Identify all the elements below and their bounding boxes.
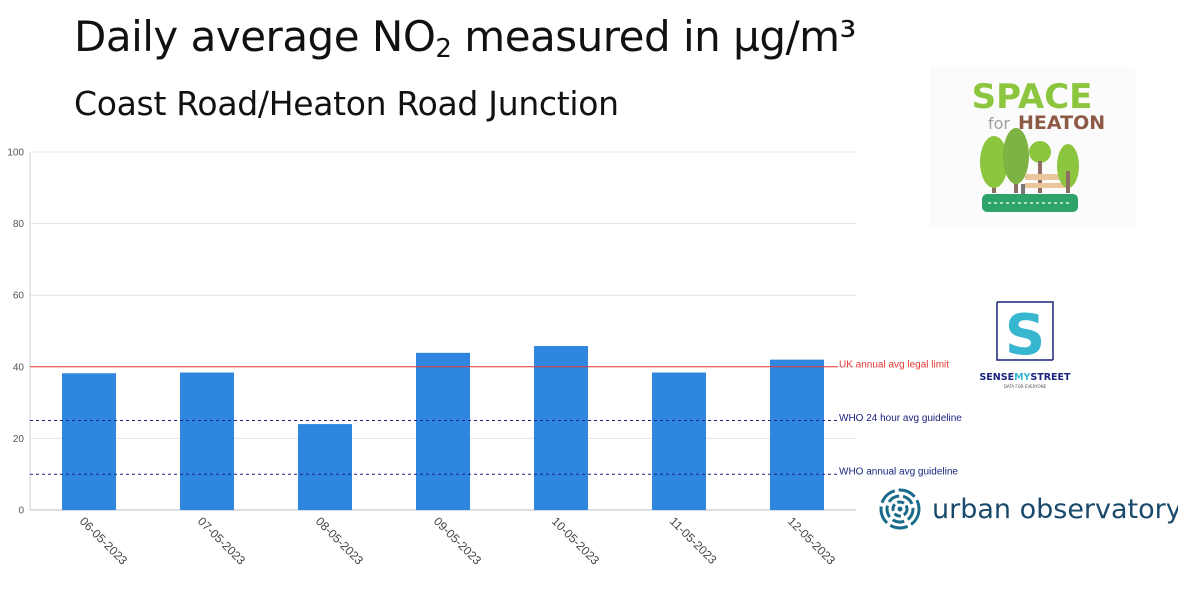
bar	[298, 424, 352, 510]
bar	[652, 372, 706, 510]
logo-urban-observatory-text: urban observatory	[932, 494, 1178, 525]
y-tick-label: 20	[13, 434, 25, 445]
title-text-rest: measured in µg/m³	[451, 12, 856, 61]
logo-street-word: STREET	[1030, 372, 1071, 383]
logo-for-word: for	[988, 114, 1010, 133]
observatory-emblem-icon	[879, 488, 921, 530]
y-tick-label: 0	[18, 506, 24, 517]
urban-observatory-logo: urban observatory	[878, 486, 1182, 536]
logo-space-word: SPACE	[972, 77, 1093, 117]
sense-my-street-logo: S SENSEMYSTREET DATA FOR EVERYONE	[975, 298, 1075, 396]
bar	[416, 352, 470, 510]
y-tick-label: 80	[13, 219, 25, 230]
y-tick-label: 60	[13, 291, 25, 302]
reference-line-label: WHO annual avg guideline	[839, 467, 958, 478]
x-tick-label: 09-05-2023	[431, 514, 485, 568]
y-tick-label: 100	[7, 148, 24, 159]
logo-heaton-word: HEATON	[1018, 112, 1105, 134]
logo-sense-word: SENSE	[979, 372, 1014, 383]
trees-icon	[980, 128, 1079, 194]
bar	[770, 359, 824, 510]
svg-text:SENSEMYSTREET: SENSEMYSTREET	[979, 372, 1071, 383]
x-tick-label: 08-05-2023	[313, 514, 367, 568]
bar	[62, 373, 116, 510]
logo-tagline: DATA FOR EVERYONE	[1004, 384, 1047, 389]
bar	[180, 372, 234, 510]
reference-lines: UK annual avg legal limit WHO 24 hour avg…	[30, 359, 962, 478]
x-tick-label: 10-05-2023	[549, 514, 603, 568]
chart-subtitle: Coast Road/Heaton Road Junction	[74, 84, 619, 123]
logo-s-letter: S	[1005, 303, 1045, 368]
bar-series	[62, 346, 824, 510]
bar	[534, 346, 588, 510]
chart-title: Daily average NO2 measured in µg/m³	[74, 12, 856, 64]
x-tick-label: 12-05-2023	[785, 514, 839, 568]
x-tick-label: 11-05-2023	[667, 514, 720, 567]
x-axis-ticks: 06-05-2023 07-05-2023 08-05-2023 09-05-2023…	[77, 514, 839, 568]
title-subscript: 2	[435, 34, 452, 64]
title-text: Daily average NO	[74, 12, 436, 61]
x-tick-label: 06-05-2023	[77, 514, 131, 568]
reference-line-label: UK annual avg legal limit	[839, 359, 949, 370]
y-axis-ticks: 0 20 40 60 80 100	[7, 148, 24, 517]
reference-line-label: WHO 24 hour avg guideline	[839, 413, 962, 424]
logo-my-word: MY	[1014, 372, 1030, 383]
y-tick-label: 40	[13, 362, 25, 373]
space-for-heaton-logo: SPACE for HEATON	[930, 66, 1135, 228]
x-tick-label: 07-05-2023	[195, 514, 249, 568]
